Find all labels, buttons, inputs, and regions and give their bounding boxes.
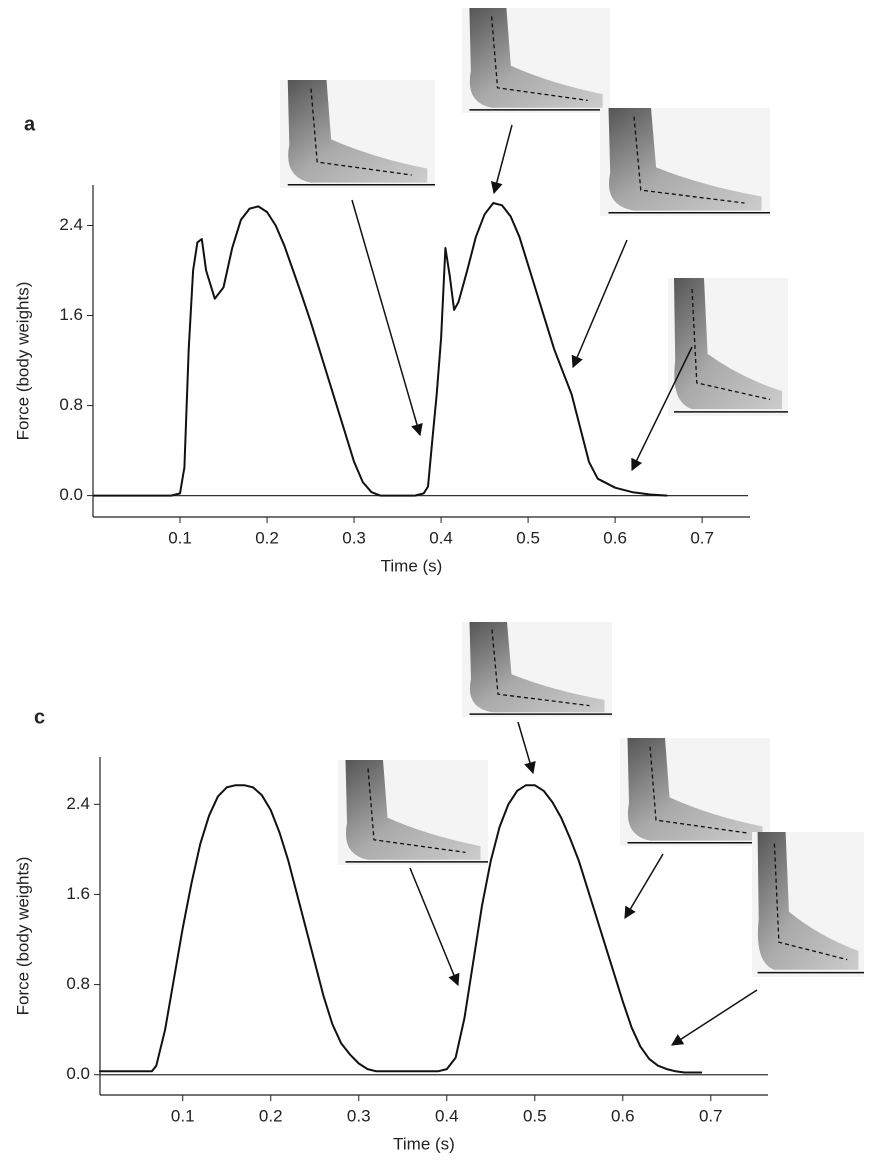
- x-tick-label: 0.7: [690, 528, 714, 547]
- y-tick-label: 1.6: [59, 305, 83, 324]
- foot-image: [338, 760, 488, 865]
- dashed-joint-line: [367, 768, 466, 854]
- dashed-joint-line: [773, 843, 848, 961]
- x-tick-label: 0.1: [171, 1106, 195, 1125]
- panel-label: c: [34, 706, 45, 728]
- x-tick-label: 0.6: [603, 528, 627, 547]
- foot-image: [668, 278, 788, 416]
- x-axis-label: Time (s): [393, 1134, 455, 1153]
- foot-shape: [627, 738, 763, 841]
- y-axis-label: Force (body weights): [13, 857, 32, 1016]
- force-line: [99, 784, 702, 1074]
- foot-image: [462, 8, 610, 113]
- arrow: [624, 853, 664, 920]
- x-tick-label: 0.3: [342, 528, 366, 547]
- foot-shape: [287, 80, 428, 183]
- dashed-joint-line: [649, 746, 748, 834]
- foot-shape: [345, 760, 481, 860]
- y-tick-label: 2.4: [59, 215, 83, 234]
- dashed-joint-line: [490, 16, 588, 102]
- arrow: [490, 124, 513, 195]
- arrow: [670, 989, 758, 1046]
- x-tick-label: 0.6: [611, 1106, 635, 1125]
- arrow: [631, 346, 693, 472]
- y-tick-label: 0.8: [66, 974, 90, 993]
- x-tick-label: 0.4: [435, 1106, 459, 1125]
- x-tick-label: 0.2: [259, 1106, 283, 1125]
- x-tick-label: 0.4: [429, 528, 453, 547]
- foot-shape: [674, 278, 782, 410]
- y-tick-label: 0.0: [66, 1064, 90, 1083]
- dashed-joint-line: [633, 116, 745, 204]
- y-tick-label: 2.4: [66, 794, 90, 813]
- foot-shape: [757, 832, 859, 970]
- x-tick-label: 0.2: [255, 528, 279, 547]
- dashed-joint-line: [691, 289, 771, 401]
- foot-shape: [469, 8, 603, 108]
- arrow: [571, 239, 628, 369]
- y-tick-label: 1.6: [66, 884, 90, 903]
- x-tick-label: 0.3: [347, 1106, 371, 1125]
- y-tick-label: 0.0: [59, 485, 83, 504]
- foot-shape: [608, 108, 762, 211]
- y-tick-label: 0.8: [59, 395, 83, 414]
- dashed-joint-line: [491, 629, 590, 707]
- foot-image: [600, 108, 770, 216]
- force-line: [93, 202, 668, 497]
- y-axis-label: Force (body weights): [13, 282, 32, 441]
- x-tick-label: 0.7: [699, 1106, 723, 1125]
- foot-image: [752, 832, 864, 977]
- foot-image: [280, 80, 435, 188]
- arrow: [517, 721, 536, 775]
- panel-label: a: [24, 113, 36, 135]
- x-tick-label: 0.1: [168, 528, 192, 547]
- arrow: [351, 199, 423, 437]
- x-axis-label: Time (s): [381, 556, 443, 575]
- x-tick-label: 0.5: [516, 528, 540, 547]
- foot-image: [620, 738, 770, 846]
- foot-shape: [469, 622, 605, 713]
- arrow: [409, 867, 460, 987]
- foot-image: [462, 622, 612, 717]
- dashed-joint-line: [310, 88, 412, 176]
- x-tick-label: 0.5: [523, 1106, 547, 1125]
